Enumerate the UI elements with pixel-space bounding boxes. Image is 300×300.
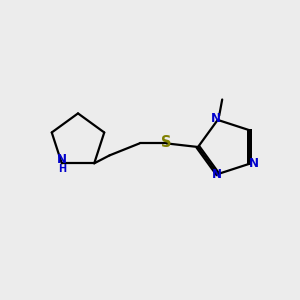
Text: N: N	[57, 153, 67, 166]
Text: N: N	[211, 112, 221, 125]
Text: S: S	[161, 135, 172, 150]
Text: N: N	[212, 168, 222, 181]
Text: N: N	[249, 157, 259, 170]
Text: H: H	[58, 164, 66, 174]
